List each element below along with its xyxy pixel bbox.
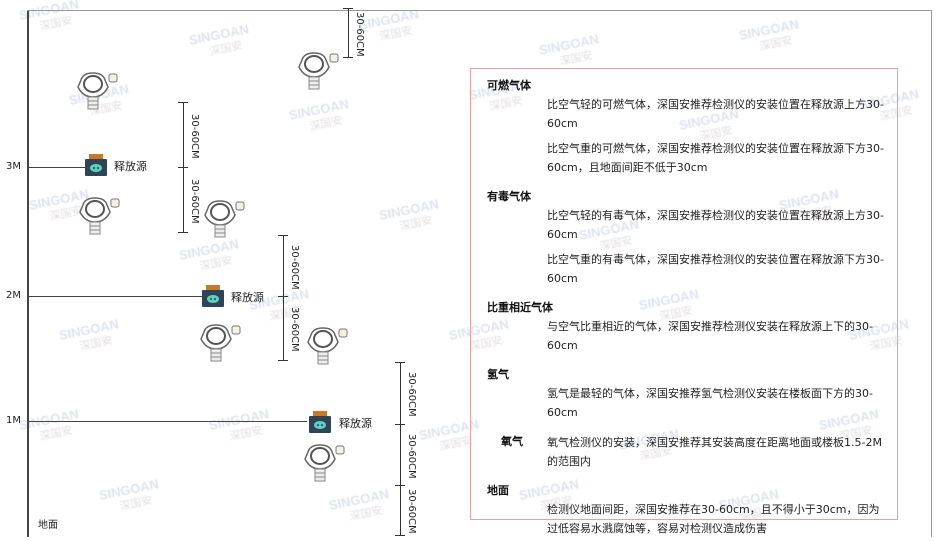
section-body: 比空气轻的有毒气体，深国安推荐检测仪的安装位置在释放源上方30-60cm 比空气重… [487,206,889,288]
section-title: 可燃气体 [487,79,531,92]
dimension-line [283,235,284,296]
gas-detector-icon [75,70,119,112]
panel-section: 比重相近气体与空气比重相近的气体，深国安推荐检测仪安装在释放源上下的30-60c… [487,299,889,361]
level-3m: 3M [6,161,21,172]
dimension-line [400,485,401,535]
dimension-line [400,424,401,485]
wall-line [27,10,29,537]
section-title: 有毒气体 [487,190,531,203]
section-body: 氢气是最轻的气体，深国安推荐氢气检测仪安装在楼板面下方的30-60cm [487,384,889,422]
dimension-tick [395,535,405,536]
section-paragraph: 检测仪地面间距，深国安推荐在30-60cm，且不得小于30cm，因为过低容易水溅… [547,503,880,535]
gas-detector-icon [198,322,242,364]
section-paragraph: 氢气是最轻的气体，深国安推荐氢气检测仪安装在楼板面下方的30-60cm [547,387,873,419]
panel-section: 可燃气体比空气轻的可燃气体，深国安推荐检测仪的安装位置在释放源上方30-60cm… [487,77,889,183]
dimension-line [400,362,401,424]
dimension-tick [178,232,188,233]
section-title: 比重相近气体 [487,301,553,314]
dimension-line [348,8,349,57]
panel-section: 地面检测仪地面间距，深国安推荐在30-60cm，且不得小于30cm，因为过低容易… [487,482,889,541]
release-source-label: 释放源 [231,291,264,304]
release-source-icon [200,284,226,308]
section-title: 地面 [487,484,509,497]
panel-section: 氢气氢气是最轻的气体，深国安推荐氢气检测仪安装在楼板面下方的30-60cm [487,366,889,428]
level-1m: 1M [6,415,21,426]
dimension-tick [178,167,188,168]
dimension-line [183,102,184,167]
level-1m-line [27,421,307,422]
dimension-label: 30-60CM [406,433,417,479]
release-source-icon [83,153,109,177]
dimension-tick [343,57,353,58]
section-paragraph: 与空气比重相近的气体，深国安推荐检测仪安装在释放源上下的30-60cm [547,320,873,352]
release-source-label: 释放源 [114,160,147,173]
section-paragraph: 比空气轻的有毒气体，深国安推荐检测仪的安装位置在释放源上方30-60cm [547,209,884,241]
level-3m-line [27,167,85,168]
dimension-label: 30-60CM [406,489,417,534]
ceiling-line [27,10,932,11]
dimension-tick [395,485,405,486]
gas-detector-icon [302,442,346,484]
section-body: 检测仪地面间距，深国安推荐在30-60cm，且不得小于30cm，因为过低容易水溅… [487,500,889,538]
dimension-line [183,167,184,232]
dimension-tick [178,102,188,103]
dimension-label: 30-60CM [189,178,200,224]
level-2m-line [27,296,202,297]
section-body: 氧气检测仪的安装，深国安推荐其安装高度在距离地面或楼板1.5-2M的范围内 [547,433,889,477]
dimension-label: 30-60CM [289,307,300,352]
dimension-tick [278,296,288,297]
dimension-tick [278,360,288,361]
gas-detector-icon [77,195,121,237]
panel-section: 氧气 氧气检测仪的安装，深国安推荐其安装高度在距离地面或楼板1.5-2M的范围内 [487,433,889,477]
section-paragraph: 比空气重的有毒气体，深国安推荐检测仪的安装位置在释放源下方30-60cm [547,253,884,285]
section-title: 氢气 [487,368,509,381]
section-body: 比空气轻的可燃气体，深国安推荐检测仪的安装位置在释放源上方30-60cm 比空气重… [487,95,889,177]
right-border [931,10,932,537]
level-2m: 2M [6,290,21,301]
dimension-line [283,296,284,360]
dimension-label: 30-60CM [354,11,365,57]
dimension-label: 30-60CM [189,113,200,159]
dimension-tick [395,424,405,425]
dimension-label: 30-60CM [289,244,300,290]
gas-detector-icon [305,325,349,367]
dimension-tick [395,362,405,363]
section-paragraph: 比空气轻的可燃气体，深国安推荐检测仪的安装位置在释放源上方30-60cm [547,98,884,130]
section-paragraph: 比空气重的可燃气体，深国安推荐检测仪的安装位置在释放源下方30-60cm，且地面… [547,142,884,174]
info-panel: 可燃气体比空气轻的可燃气体，深国安推荐检测仪的安装位置在释放源上方30-60cm… [470,68,898,535]
release-source-icon [307,410,333,434]
section-title: 氧气 [501,435,523,448]
dimension-tick [278,235,288,236]
release-source-label: 释放源 [339,417,372,430]
gas-detector-icon [296,50,340,92]
section-paragraph: 氧气检测仪的安装，深国安推荐其安装高度在距离地面或楼板1.5-2M的范围内 [547,436,882,468]
ground-label: 地面 [38,520,58,531]
dimension-label: 30-60CM [406,372,417,417]
panel-section: 有毒气体比空气轻的有毒气体，深国安推荐检测仪的安装位置在释放源上方30-60cm… [487,188,889,294]
dimension-tick [343,8,353,9]
section-body: 与空气比重相近的气体，深国安推荐检测仪安装在释放源上下的30-60cm [487,317,889,355]
gas-detector-icon [202,198,246,240]
